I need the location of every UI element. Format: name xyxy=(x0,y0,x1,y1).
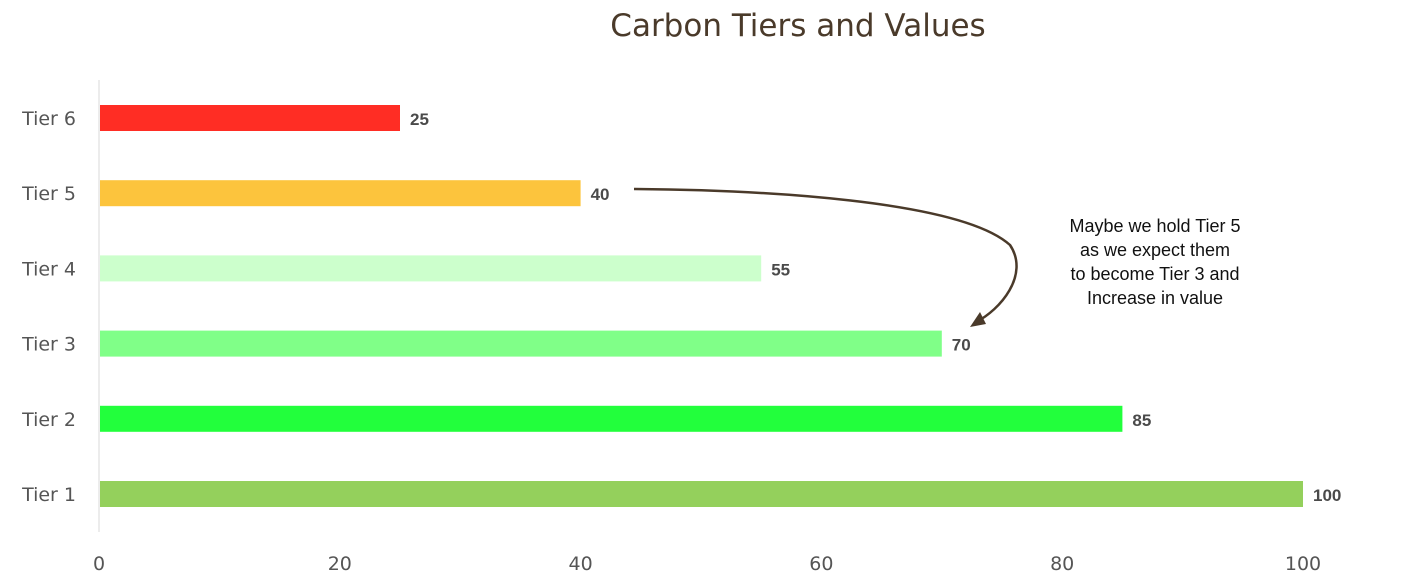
category-label: Tier 6 xyxy=(21,108,76,130)
annotation-line: to become Tier 3 and xyxy=(1070,264,1240,284)
data-label: 100 xyxy=(1313,486,1341,505)
annotation-text: Maybe we hold Tier 5 as we expect them t… xyxy=(1030,214,1280,310)
category-label: Tier 2 xyxy=(21,409,76,431)
x-tick-label: 20 xyxy=(328,553,352,575)
annotation-arrowhead xyxy=(970,312,986,327)
category-label: Tier 3 xyxy=(21,334,76,356)
x-tick-label: 0 xyxy=(93,553,105,575)
data-label: 55 xyxy=(771,260,790,279)
annotation-arrow xyxy=(633,187,1018,324)
category-label: Tier 5 xyxy=(21,183,76,205)
annotation-line: Maybe we hold Tier 5 xyxy=(1069,216,1241,236)
bar-tier-4 xyxy=(100,255,762,282)
bar-tier-3 xyxy=(100,330,942,357)
x-tick-label: 60 xyxy=(809,553,833,575)
x-tick-label: 40 xyxy=(569,553,593,575)
bar-tier-2 xyxy=(100,405,1123,432)
data-label: 40 xyxy=(591,185,610,204)
category-label: Tier 4 xyxy=(21,258,76,280)
bar-tier-1 xyxy=(100,481,1303,507)
x-tick-label: 80 xyxy=(1050,553,1074,575)
data-label: 85 xyxy=(1132,411,1151,430)
data-label: 70 xyxy=(952,336,971,355)
x-tick-label: 100 xyxy=(1285,553,1321,575)
annotation-line: Increase in value xyxy=(1086,288,1224,308)
annotation-line: as we expect them xyxy=(1079,240,1231,260)
bar-tier-6 xyxy=(100,105,400,131)
category-label: Tier 1 xyxy=(21,484,76,506)
chart-title: Carbon Tiers and Values xyxy=(610,8,986,44)
data-label: 25 xyxy=(410,110,429,129)
bar-tier-5 xyxy=(100,180,581,207)
